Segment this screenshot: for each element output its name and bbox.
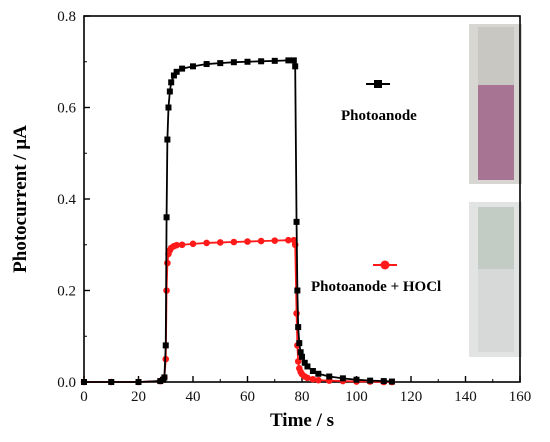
data-point bbox=[244, 238, 251, 245]
data-point bbox=[309, 368, 316, 375]
x-tick-label: 60 bbox=[240, 389, 255, 405]
data-point bbox=[203, 61, 210, 68]
x-tick-label: 40 bbox=[186, 389, 201, 405]
photo-white-cap bbox=[478, 207, 514, 269]
series-1 bbox=[80, 236, 396, 386]
legend-entry-photoanode: Photoanode bbox=[341, 80, 417, 124]
data-point bbox=[164, 259, 171, 267]
data-point bbox=[296, 340, 303, 347]
series-layer bbox=[80, 57, 396, 386]
axis-ticks bbox=[83, 15, 521, 383]
data-point bbox=[135, 379, 142, 385]
data-point bbox=[326, 373, 333, 380]
x-tick-label: 120 bbox=[400, 389, 423, 405]
data-point bbox=[271, 57, 278, 64]
data-point bbox=[353, 376, 360, 383]
data-point bbox=[178, 241, 186, 249]
data-point bbox=[179, 65, 186, 72]
data-point bbox=[81, 379, 87, 385]
plot-frame bbox=[83, 15, 521, 383]
legend-marker-photoanode-hocl bbox=[380, 260, 390, 270]
data-point bbox=[339, 375, 346, 382]
data-point bbox=[108, 379, 115, 385]
data-point bbox=[315, 370, 322, 377]
data-point bbox=[173, 241, 180, 249]
photo-white-strip bbox=[469, 202, 522, 357]
data-point bbox=[285, 57, 292, 64]
x-tick-label: 100 bbox=[345, 389, 368, 405]
data-point bbox=[294, 287, 301, 294]
data-point bbox=[258, 58, 265, 65]
data-point bbox=[217, 60, 224, 67]
data-point bbox=[301, 359, 308, 366]
x-tick-label: 140 bbox=[454, 389, 477, 405]
x-tick-label: 20 bbox=[131, 389, 146, 405]
series-line bbox=[84, 239, 392, 383]
data-point bbox=[309, 375, 317, 383]
y-tick-label: 0.6 bbox=[57, 101, 76, 117]
photo-white-body bbox=[478, 269, 514, 352]
legend-label-photoanode: Photoanode bbox=[341, 108, 417, 124]
data-point bbox=[257, 237, 265, 245]
data-point bbox=[367, 377, 374, 384]
data-point bbox=[190, 63, 196, 70]
data-point bbox=[297, 349, 304, 356]
data-point bbox=[189, 240, 197, 248]
x-tick-label: 0 bbox=[80, 389, 88, 405]
photo-pink-cap bbox=[478, 27, 514, 85]
axis-tick-labels: 0 20 40 60 80 100 120 140 160 0.0 0.2 0.4 0.6 0.8 bbox=[57, 9, 531, 405]
data-point bbox=[161, 374, 168, 381]
data-point bbox=[290, 57, 297, 64]
data-point bbox=[173, 68, 180, 75]
y-tick-label: 0.4 bbox=[57, 192, 76, 208]
data-point bbox=[304, 374, 311, 382]
data-point bbox=[230, 238, 238, 246]
y-axis-title: Photocurrent / μA bbox=[10, 125, 31, 273]
data-point bbox=[170, 72, 177, 79]
data-point bbox=[292, 63, 299, 70]
y-tick-label: 0.0 bbox=[57, 375, 76, 391]
data-point bbox=[166, 88, 173, 95]
data-point bbox=[203, 239, 210, 247]
data-point bbox=[164, 136, 171, 143]
data-point bbox=[285, 236, 292, 244]
data-point bbox=[271, 237, 279, 244]
data-point bbox=[244, 58, 251, 65]
data-point bbox=[380, 378, 387, 385]
data-point bbox=[315, 376, 322, 384]
y-tick-label: 0.8 bbox=[57, 9, 76, 25]
legend: Photoanode Photoanode + HOCl bbox=[311, 80, 441, 295]
x-tick-label: 160 bbox=[509, 389, 532, 405]
x-tick-label: 80 bbox=[295, 389, 310, 405]
data-point bbox=[162, 342, 169, 349]
data-point bbox=[293, 218, 300, 225]
y-tick-label: 0.2 bbox=[57, 284, 76, 300]
legend-entry-photoanode-hocl: Photoanode + HOCl bbox=[311, 260, 441, 295]
data-point bbox=[216, 239, 224, 246]
data-point bbox=[168, 79, 175, 86]
series-0 bbox=[81, 57, 395, 385]
inset-photos bbox=[469, 24, 522, 357]
data-point bbox=[299, 353, 305, 360]
data-point bbox=[230, 59, 237, 66]
photo-pink-body bbox=[478, 85, 514, 180]
data-point bbox=[304, 363, 311, 370]
photo-pink-strip bbox=[469, 24, 522, 184]
legend-label-photoanode-hocl: Photoanode + HOCl bbox=[311, 279, 441, 295]
data-point bbox=[293, 310, 300, 317]
data-point bbox=[165, 104, 172, 111]
data-point bbox=[163, 214, 170, 221]
x-axis-title: Time / s bbox=[270, 410, 334, 431]
legend-marker-photoanode bbox=[374, 80, 382, 88]
data-point bbox=[295, 324, 302, 331]
data-point bbox=[388, 378, 395, 385]
